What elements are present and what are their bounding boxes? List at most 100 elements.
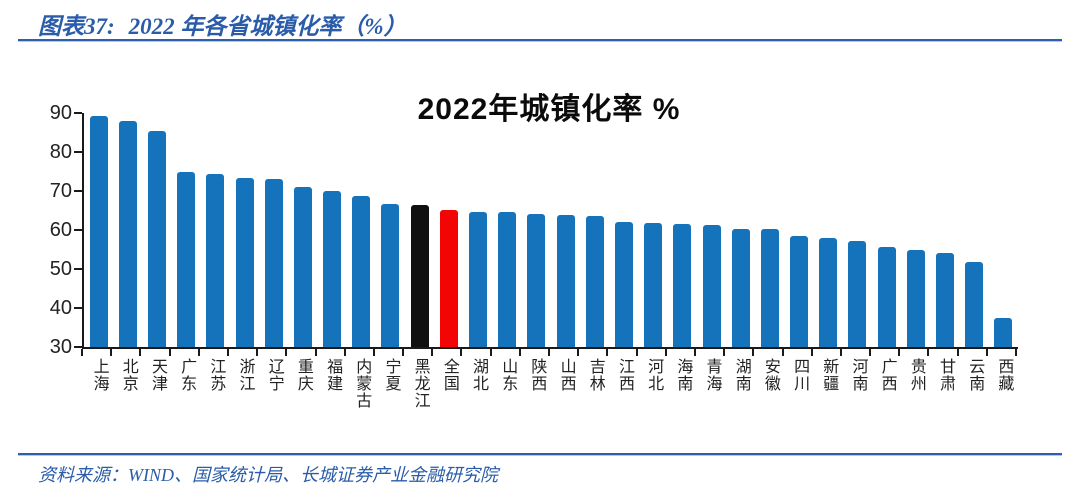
bar-西藏 bbox=[994, 318, 1013, 347]
x-axis-label-江西: 江西 bbox=[615, 358, 633, 392]
source-note: 资料来源：WIND、国家统计局、长城证券产业金融研究院 bbox=[38, 465, 498, 485]
bar-chart-plot-area bbox=[82, 113, 1018, 349]
x-axis-label-西藏: 西藏 bbox=[995, 358, 1013, 392]
x-axis-label-广西: 广西 bbox=[878, 358, 896, 392]
y-axis-tick bbox=[74, 151, 82, 153]
y-axis-tick-label: 80 bbox=[49, 141, 72, 163]
bar-宁夏 bbox=[381, 204, 400, 347]
bar-浙江 bbox=[235, 177, 254, 347]
x-axis-tick bbox=[606, 349, 609, 356]
bar-河南 bbox=[848, 241, 867, 347]
bar-安徽 bbox=[760, 229, 779, 347]
bar-广西 bbox=[877, 246, 896, 347]
bar-云南 bbox=[965, 262, 984, 347]
bar-福建 bbox=[323, 190, 342, 347]
x-axis-label-全国: 全国 bbox=[440, 358, 458, 392]
bar-陕西 bbox=[527, 214, 546, 347]
bar-内蒙古 bbox=[352, 196, 371, 347]
bar-吉林 bbox=[585, 215, 604, 347]
y-axis-tick-label: 50 bbox=[49, 258, 72, 280]
y-axis-tick bbox=[74, 268, 82, 270]
bar-甘肃 bbox=[936, 252, 955, 347]
x-axis-label-上海: 上海 bbox=[90, 358, 108, 392]
x-axis-label-湖南: 湖南 bbox=[732, 358, 750, 392]
bar-贵州 bbox=[906, 250, 925, 347]
header-divider bbox=[18, 39, 1062, 41]
x-axis-tick bbox=[781, 349, 784, 356]
y-axis-tick bbox=[74, 346, 82, 348]
x-axis-tick bbox=[226, 349, 229, 356]
x-axis-tick bbox=[110, 349, 113, 356]
x-axis-label-江苏: 江苏 bbox=[207, 358, 225, 392]
x-axis-tick bbox=[314, 349, 317, 356]
x-axis-label-辽宁: 辽宁 bbox=[265, 358, 283, 392]
x-axis-tick bbox=[518, 349, 521, 356]
x-axis-label-安徽: 安徽 bbox=[761, 358, 779, 392]
x-axis-tick bbox=[431, 349, 434, 356]
bar-天津 bbox=[147, 130, 166, 347]
x-axis-label-四川: 四川 bbox=[791, 358, 809, 392]
x-axis-label-甘肃: 甘肃 bbox=[937, 358, 955, 392]
x-axis-label-北京: 北京 bbox=[119, 358, 137, 392]
x-axis-tick bbox=[898, 349, 901, 356]
x-axis-tick bbox=[723, 349, 726, 356]
x-axis-label-河南: 河南 bbox=[849, 358, 867, 392]
y-axis-tick bbox=[74, 190, 82, 192]
x-axis-tick bbox=[752, 349, 755, 356]
x-axis-tick bbox=[139, 349, 142, 356]
bar-全国 bbox=[439, 209, 458, 347]
x-axis-tick bbox=[460, 349, 463, 356]
figure-title: 2022 年各省城镇化率（%） bbox=[128, 14, 407, 39]
x-axis-label-云南: 云南 bbox=[966, 358, 984, 392]
y-axis-tick-label: 60 bbox=[49, 219, 72, 241]
x-axis-tick bbox=[664, 349, 667, 356]
x-axis-label-湖北: 湖北 bbox=[470, 358, 488, 392]
x-axis-tick bbox=[1015, 349, 1017, 356]
x-axis-label-新疆: 新疆 bbox=[820, 358, 838, 392]
y-axis-tick-label: 90 bbox=[49, 102, 72, 124]
x-axis-tick bbox=[285, 349, 288, 356]
bar-湖南 bbox=[731, 228, 750, 347]
bar-重庆 bbox=[293, 187, 312, 347]
x-axis-label-贵州: 贵州 bbox=[907, 358, 925, 392]
x-axis-tick bbox=[956, 349, 959, 356]
x-axis-tick bbox=[927, 349, 930, 356]
y-axis-tick bbox=[74, 307, 82, 309]
y-axis-tick-label: 30 bbox=[49, 336, 72, 358]
x-axis-label-内蒙古: 内蒙古 bbox=[353, 358, 371, 409]
x-axis-tick bbox=[548, 349, 550, 356]
x-axis-label-青海: 青海 bbox=[703, 358, 721, 392]
x-axis-label-天津: 天津 bbox=[148, 358, 166, 392]
x-axis-label-福建: 福建 bbox=[324, 358, 342, 392]
x-axis-tick bbox=[577, 349, 580, 356]
x-axis-label-陕西: 陕西 bbox=[528, 358, 546, 392]
x-axis-label-黑龙江: 黑龙江 bbox=[411, 358, 429, 409]
bar-江苏 bbox=[206, 173, 225, 347]
bar-山东 bbox=[498, 212, 517, 347]
chart-title: 2022年城镇化率 % bbox=[417, 93, 681, 126]
y-axis-tick-label: 70 bbox=[49, 180, 72, 202]
x-axis-label-山西: 山西 bbox=[557, 358, 575, 392]
bar-上海 bbox=[89, 115, 108, 347]
footer-divider bbox=[18, 453, 1062, 455]
x-axis-tick bbox=[168, 349, 171, 356]
bar-河北 bbox=[644, 222, 663, 347]
x-axis-label-宁夏: 宁夏 bbox=[382, 358, 400, 392]
bar-山西 bbox=[556, 214, 575, 347]
x-axis-tick bbox=[839, 349, 842, 356]
x-axis-tick bbox=[985, 349, 988, 356]
x-axis-tick bbox=[402, 349, 405, 356]
x-axis-tick bbox=[869, 349, 872, 356]
x-axis-label-山东: 山东 bbox=[499, 358, 517, 392]
x-axis-tick bbox=[343, 349, 346, 356]
bar-青海 bbox=[702, 224, 721, 347]
x-axis-tick bbox=[693, 349, 696, 356]
x-axis-label-浙江: 浙江 bbox=[236, 358, 254, 392]
figure-number-label: 图表37: bbox=[38, 14, 115, 39]
bar-新疆 bbox=[819, 238, 838, 347]
figure-header: 图表37: 2022 年各省城镇化率（%） bbox=[38, 7, 407, 41]
bar-湖北 bbox=[469, 211, 488, 347]
y-axis-tick-label: 40 bbox=[49, 297, 72, 319]
x-axis-label-广东: 广东 bbox=[178, 358, 196, 392]
